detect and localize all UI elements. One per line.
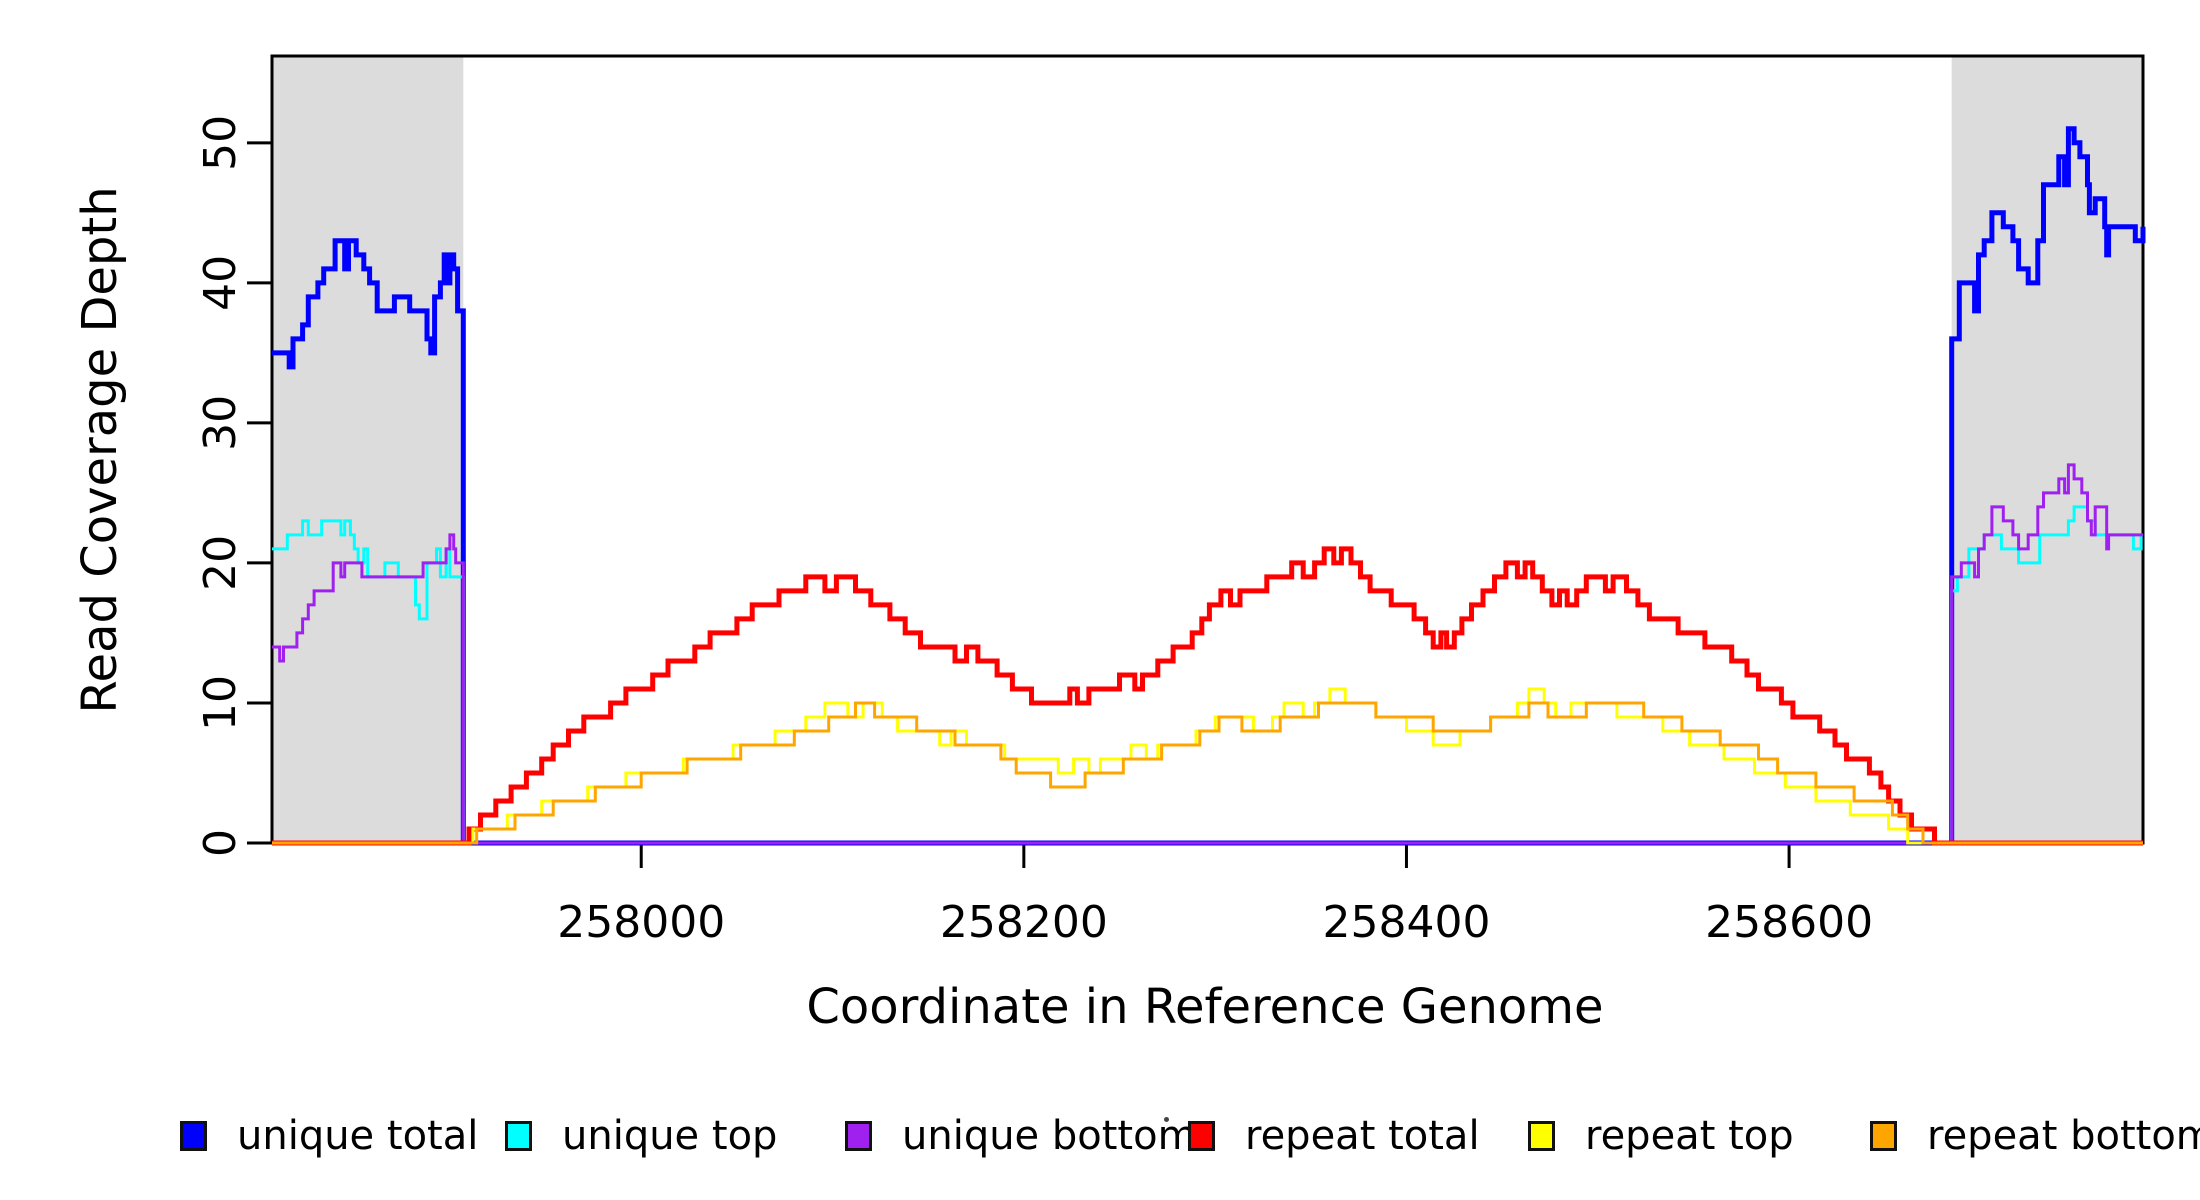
stray-dot (1164, 1117, 1169, 1122)
y-tick-label: 30 (195, 395, 246, 451)
series-line-repeat-bottom (272, 701, 2143, 845)
y-tick-label: 10 (195, 675, 246, 731)
x-tick-label: 258600 (1705, 897, 1873, 948)
shaded-region (272, 56, 464, 843)
shaded-region (1951, 56, 2143, 843)
series-line-repeat-top (272, 687, 2143, 845)
y-axis-title: Read Coverage Depth (72, 186, 128, 714)
x-tick-label: 258400 (1322, 897, 1490, 948)
plot-box (270, 54, 2145, 845)
series-line-unique-total (272, 126, 2146, 846)
y-tick-label: 50 (195, 115, 246, 171)
y-tick-label: 20 (195, 535, 246, 591)
series-line-repeat-total (272, 546, 2143, 846)
y-tick-label: 40 (195, 255, 246, 311)
series-line-unique-top (272, 505, 2143, 845)
y-tick-label: 0 (195, 829, 246, 857)
x-tick-label: 258000 (557, 897, 725, 948)
x-tick-label: 258200 (940, 897, 1108, 948)
x-axis-title: Coordinate in Reference Genome (806, 979, 1604, 1035)
series-line-unique-bottom (272, 463, 2143, 845)
